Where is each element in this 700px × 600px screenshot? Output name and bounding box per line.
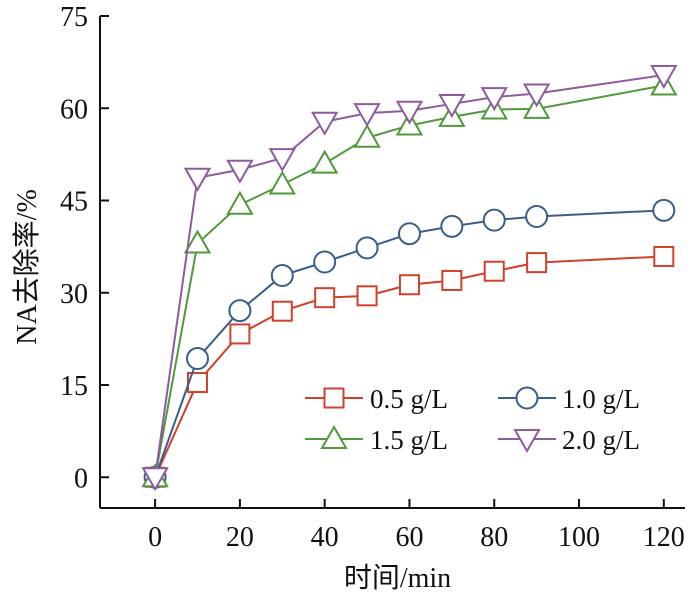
series-square bbox=[144, 245, 675, 488]
data-point bbox=[183, 167, 212, 192]
data-point bbox=[483, 260, 505, 282]
data-point bbox=[397, 222, 421, 246]
data-point bbox=[183, 229, 212, 254]
data-point bbox=[268, 170, 297, 195]
data-point bbox=[229, 323, 251, 345]
x-tick-label: 120 bbox=[643, 522, 685, 553]
series bbox=[141, 65, 678, 492]
data-point bbox=[186, 347, 209, 371]
data-point bbox=[480, 87, 508, 112]
data-point bbox=[356, 285, 378, 307]
data-point bbox=[355, 236, 379, 260]
y-axis-label: NA去除率/% bbox=[11, 189, 43, 345]
y-tick-label: 60 bbox=[60, 94, 88, 125]
data-point bbox=[440, 214, 464, 238]
data-point bbox=[482, 208, 506, 232]
data-point bbox=[268, 148, 297, 173]
data-point bbox=[310, 149, 339, 174]
legend-marker bbox=[513, 429, 541, 454]
x-tick-label: 100 bbox=[558, 522, 600, 553]
legend-label: 0.5 g/L bbox=[370, 384, 448, 414]
legend-label: 2.0 g/L bbox=[562, 425, 640, 455]
data-point bbox=[313, 250, 337, 274]
x-tick-label: 60 bbox=[395, 522, 423, 553]
x-tick-label: 20 bbox=[226, 522, 254, 553]
legend-entry: 1.0 g/L bbox=[498, 384, 640, 414]
y-tick-label: 45 bbox=[60, 187, 88, 218]
data-point bbox=[270, 264, 294, 288]
data-point bbox=[228, 299, 252, 323]
data-point bbox=[525, 204, 549, 228]
legend-entry: 0.5 g/L bbox=[305, 384, 448, 414]
legend-label: 1.5 g/L bbox=[370, 425, 448, 455]
axes bbox=[99, 16, 685, 509]
legend-marker bbox=[515, 386, 539, 410]
y-tick-label: 0 bbox=[74, 463, 88, 494]
data-point bbox=[438, 93, 466, 118]
data-point bbox=[141, 467, 169, 492]
x-tick-label: 80 bbox=[480, 522, 508, 553]
legend-marker bbox=[323, 387, 345, 409]
data-point bbox=[395, 100, 424, 125]
data-point bbox=[522, 83, 551, 108]
data-point bbox=[650, 65, 678, 90]
data-point bbox=[353, 103, 381, 128]
legend-marker bbox=[320, 424, 348, 449]
y-tick-label: 75 bbox=[60, 2, 88, 33]
x-tick-label: 0 bbox=[148, 522, 162, 553]
legend: 0.5 g/L 1.0 g/L 1.5 g/L 2.0 g/L bbox=[305, 384, 640, 455]
y-tick-label: 30 bbox=[60, 279, 88, 310]
data-point bbox=[353, 123, 381, 148]
data-point bbox=[226, 190, 254, 215]
series-triangle-down bbox=[141, 65, 678, 492]
legend-entry: 2.0 g/L bbox=[498, 425, 640, 455]
data-point bbox=[653, 245, 675, 267]
data-point bbox=[310, 111, 339, 136]
data-point bbox=[652, 198, 676, 222]
data-point bbox=[526, 252, 548, 274]
y-tick-label: 15 bbox=[60, 371, 88, 402]
legend-label: 1.0 g/L bbox=[562, 384, 640, 414]
x-tick-label: 40 bbox=[311, 522, 339, 553]
ticks: 0 15 30 45 60 75 0 20 40 60 80 100 120 bbox=[60, 2, 685, 553]
x-axis-label: 时间/min bbox=[344, 562, 451, 594]
data-point bbox=[314, 287, 336, 309]
data-point bbox=[226, 159, 254, 184]
legend-entry: 1.5 g/L bbox=[305, 424, 448, 455]
data-point bbox=[271, 300, 293, 322]
data-point bbox=[398, 274, 420, 296]
data-point bbox=[441, 269, 463, 291]
